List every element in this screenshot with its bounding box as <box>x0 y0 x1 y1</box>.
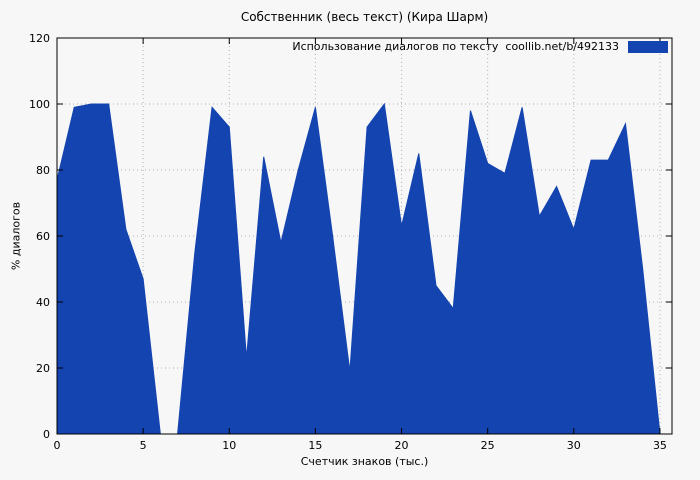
y-tick-label: 100 <box>29 98 50 111</box>
y-tick-label: 80 <box>36 164 50 177</box>
y-axis-label: % диалогов <box>9 201 23 271</box>
x-axis-label: Счетчик знаков (тыс.) <box>300 455 429 468</box>
x-tick-label: 10 <box>222 439 236 452</box>
x-tick-label: 0 <box>54 439 61 452</box>
legend-label: Использование диалогов по тексту coollib… <box>292 40 619 53</box>
x-tick-label: 15 <box>308 439 322 452</box>
x-tick-label: 25 <box>481 439 495 452</box>
y-tick-label: 60 <box>36 230 50 243</box>
y-tick-label: 0 <box>43 428 50 441</box>
x-tick-label: 20 <box>395 439 409 452</box>
y-tick-label: 120 <box>29 32 50 45</box>
legend-swatch <box>628 40 668 53</box>
legend: Использование диалогов по тексту coollib… <box>292 40 668 53</box>
x-tick-label: 35 <box>653 439 667 452</box>
area-series <box>56 102 661 435</box>
x-tick-label: 30 <box>567 439 581 452</box>
y-tick-label: 20 <box>36 362 50 375</box>
y-tick-label: 40 <box>36 296 50 309</box>
chart-title: Собственник (весь текст) (Кира Шарм) <box>240 10 489 24</box>
x-tick-label: 5 <box>140 439 147 452</box>
